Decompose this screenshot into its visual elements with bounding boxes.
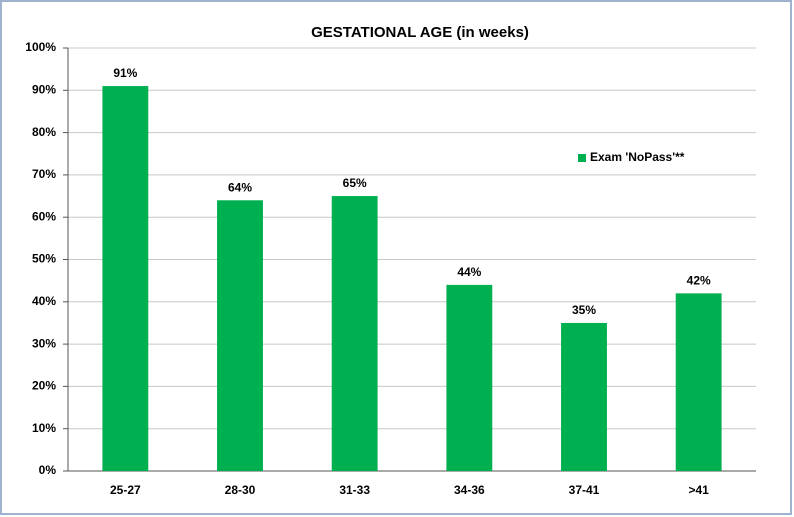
y-tick-label: 60%	[32, 209, 56, 223]
legend-label: Exam 'NoPass'**	[590, 150, 685, 164]
bar	[102, 86, 149, 471]
x-tick-label: 31-33	[339, 483, 370, 497]
data-label: 35%	[572, 303, 596, 317]
data-label: 44%	[457, 265, 481, 279]
legend-swatch	[578, 154, 586, 162]
y-tick-label: 40%	[32, 294, 56, 308]
x-tick-label: 25-27	[110, 483, 141, 497]
data-label: 91%	[113, 66, 137, 80]
x-tick-label: >41	[688, 483, 709, 497]
y-tick-label: 20%	[32, 379, 56, 393]
y-tick-label: 70%	[32, 167, 56, 181]
bar	[331, 196, 378, 472]
x-tick-label: 37-41	[569, 483, 600, 497]
y-tick-label: 0%	[39, 463, 57, 477]
chart-title: GESTATIONAL AGE (in weeks)	[311, 24, 529, 41]
y-tick-label: 30%	[32, 336, 56, 350]
y-tick-label: 80%	[32, 125, 56, 139]
y-tick-label: 10%	[32, 421, 56, 435]
x-tick-label: 34-36	[454, 483, 485, 497]
bar	[675, 293, 722, 471]
data-label: 64%	[228, 180, 252, 194]
y-tick-label: 50%	[32, 252, 56, 266]
y-tick-label: 100%	[25, 40, 56, 54]
x-tick-label: 28-30	[225, 483, 256, 497]
data-label: 65%	[343, 176, 367, 190]
bar	[446, 284, 493, 471]
data-label: 42%	[687, 274, 711, 288]
bar	[561, 322, 607, 471]
bar	[217, 200, 263, 471]
y-tick-label: 90%	[32, 82, 56, 96]
